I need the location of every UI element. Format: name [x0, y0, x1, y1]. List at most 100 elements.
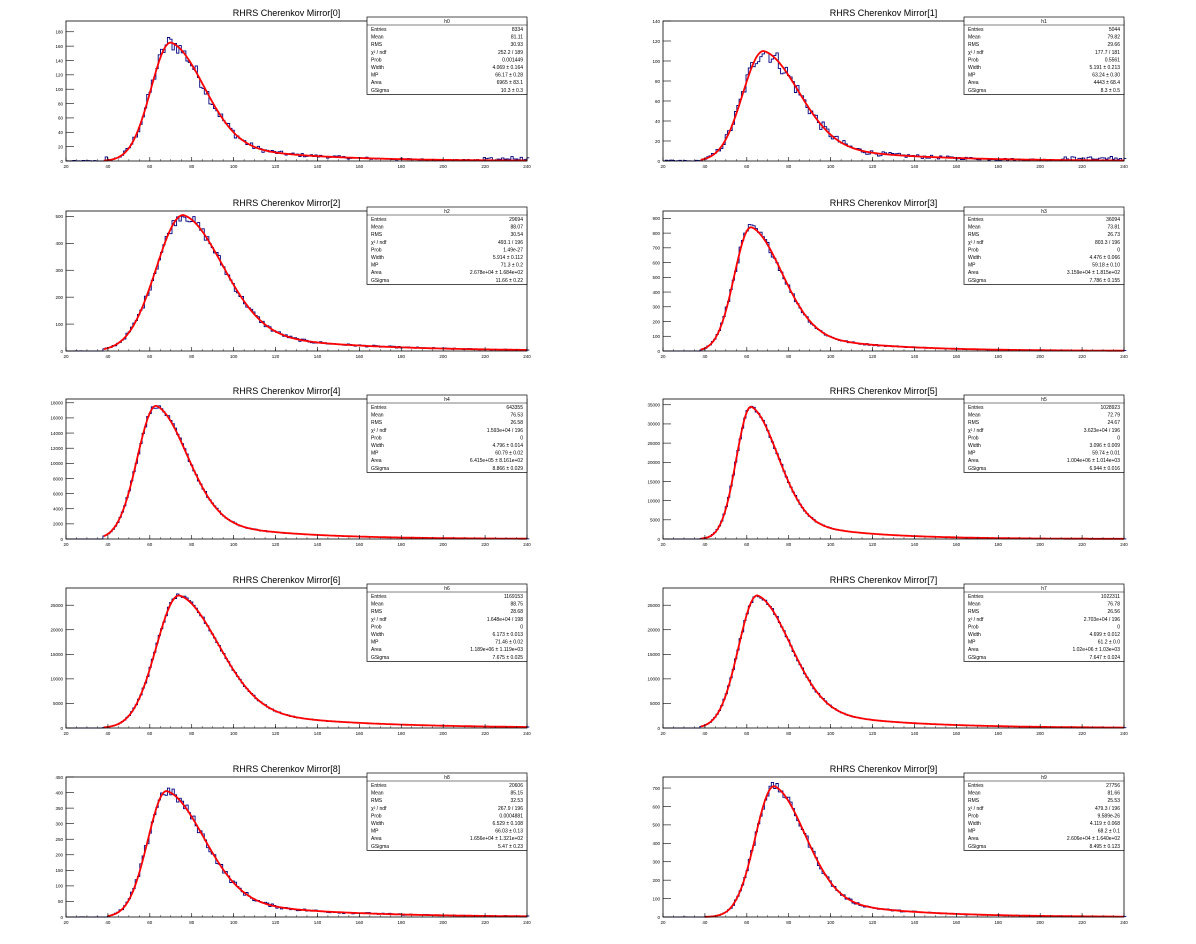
stats-label: RMS: [371, 798, 383, 804]
stats-value: 88.07: [510, 225, 523, 231]
stats-value: 1022311: [1101, 594, 1120, 600]
stats-box-frame: [963, 394, 1125, 473]
stats-value: 63.24 ± 0.30: [1092, 73, 1120, 79]
stats-label: RMS: [968, 420, 980, 426]
stats-label: Area: [371, 80, 382, 86]
stats-label: Entries: [371, 217, 387, 223]
y-tick-label: 160: [55, 44, 63, 49]
x-tick-label: 100: [230, 354, 238, 359]
stats-value: 79.82: [1107, 35, 1120, 41]
x-tick-label: 160: [953, 164, 961, 169]
stats-label: Entries: [968, 594, 984, 600]
x-tick-label: 200: [1036, 354, 1044, 359]
y-tick-label: 200: [55, 853, 63, 858]
stats-value: 5.191 ± 0.213: [1089, 65, 1120, 71]
stats-value: 71.46 ± 0.02: [495, 640, 523, 646]
x-tick-label: 240: [523, 542, 531, 547]
y-tick-label: 20: [655, 139, 661, 144]
x-tick-label: 40: [702, 920, 708, 925]
y-tick-label: 0: [657, 349, 660, 354]
x-tick-label: 200: [1036, 164, 1044, 169]
stats-value: 29.66: [1107, 42, 1120, 48]
stats-label: MP: [968, 451, 976, 457]
x-tick-label: 240: [1120, 354, 1128, 359]
stats-value: 66.17 ± 0.28: [495, 73, 523, 79]
x-tick-label: 20: [660, 542, 666, 547]
stats-label: MP: [968, 263, 976, 269]
x-tick-label: 200: [439, 542, 447, 547]
x-tick-label: 20: [660, 354, 666, 359]
x-tick-label: 100: [230, 920, 238, 925]
x-tick-label: 220: [481, 731, 489, 736]
stats-label: MP: [371, 640, 379, 646]
stats-label: χ² / ndf: [371, 806, 387, 812]
stats-value: 6965 ± 83.1: [497, 80, 524, 86]
stats-value: 68.2 ± 0.1: [1098, 829, 1120, 835]
stats-value: 8.3 ± 0.5: [1101, 88, 1121, 94]
stats-box: h2 Entries 29694 Mean 88.07 RMS 30.54 χ² / ndf 4…: [366, 206, 528, 285]
stats-box: h8 Entries 20606 Mean 85.15 RMS 32.53 χ² / ndf 2…: [366, 772, 528, 851]
stats-label: χ² / ndf: [371, 428, 387, 434]
stats-value: 8334: [512, 27, 523, 33]
histogram-panel: RHRS Cherenkov Mirror[3] 20 40 60 80 100 120 14…: [652, 198, 1128, 359]
y-tick-label: 100: [652, 896, 660, 901]
stats-label: Width: [371, 255, 384, 261]
x-tick-label: 220: [481, 920, 489, 925]
x-tick-label: 120: [869, 731, 877, 736]
stats-value: 5.914 ± 0.112: [493, 255, 523, 261]
stats-value: 66.03 ± 0.13: [495, 829, 523, 835]
stats-value: 0.0004881: [499, 813, 523, 819]
stats-label: Prob: [371, 247, 382, 253]
x-tick-label: 60: [744, 731, 750, 736]
y-tick-label: 20000: [647, 628, 660, 633]
fit-curve: [107, 790, 527, 918]
x-tick-label: 160: [356, 164, 364, 169]
x-tick-label: 240: [1120, 731, 1128, 736]
stats-value: 6.415e+05 ± 8.161e+02: [470, 458, 523, 464]
stats-box-name: h0: [444, 19, 450, 25]
y-tick-label: 400: [55, 790, 63, 795]
stats-value: 1.189e+06 ± 1.119e+03: [470, 647, 523, 653]
x-tick-label: 120: [272, 542, 280, 547]
x-tick-label: 140: [911, 920, 919, 925]
x-tick-label: 140: [314, 920, 322, 925]
stats-label: Mean: [371, 791, 384, 797]
y-tick-label: 8000: [53, 476, 64, 481]
y-tick-label: 10000: [50, 677, 63, 682]
stats-value: 7.786 ± 0.155: [1089, 278, 1120, 284]
x-tick-label: 80: [189, 920, 195, 925]
stats-label: Mean: [968, 35, 981, 41]
stats-box-frame: [963, 772, 1125, 851]
stats-label: RMS: [371, 232, 383, 238]
stats-box: h1 Entries 5044 Mean 79.82 RMS 29.66 χ² / ndf 17…: [963, 16, 1125, 95]
stats-label: Prob: [968, 813, 979, 819]
stats-value: 36094: [1106, 217, 1120, 223]
y-tick-label: 200: [652, 878, 660, 883]
stats-value: 32.53: [510, 798, 523, 804]
stats-label: Width: [968, 255, 981, 261]
fit-curve: [700, 50, 1124, 162]
stats-label: Area: [371, 647, 382, 653]
stats-value: 0: [1117, 435, 1120, 441]
fit-curve: [103, 404, 527, 540]
stats-value: 479.3 / 196: [1095, 806, 1120, 812]
stats-label: Entries: [371, 27, 387, 33]
x-tick-label: 40: [702, 354, 708, 359]
stats-value: 0: [1117, 247, 1120, 253]
y-tick-label: 20000: [647, 460, 660, 465]
stats-label: Mean: [968, 225, 981, 231]
stats-label: Prob: [371, 435, 382, 441]
y-tick-label: 0: [60, 349, 63, 354]
stats-value: 3.623e+04 / 196: [1084, 428, 1121, 434]
stats-value: 1169153: [504, 594, 523, 600]
stats-value: 5.47 ± 0.23: [498, 844, 523, 850]
y-tick-label: 400: [55, 241, 63, 246]
stats-label: χ² / ndf: [968, 806, 984, 812]
x-tick-label: 220: [481, 354, 489, 359]
stats-value: 85.15: [510, 791, 523, 797]
x-tick-label: 100: [827, 920, 835, 925]
histogram-panel: RHRS Cherenkov Mirror[5] 20 40 60 80 100 120 14…: [647, 386, 1128, 547]
x-tick-label: 140: [314, 354, 322, 359]
stats-value: 1.49e-27: [503, 247, 523, 253]
